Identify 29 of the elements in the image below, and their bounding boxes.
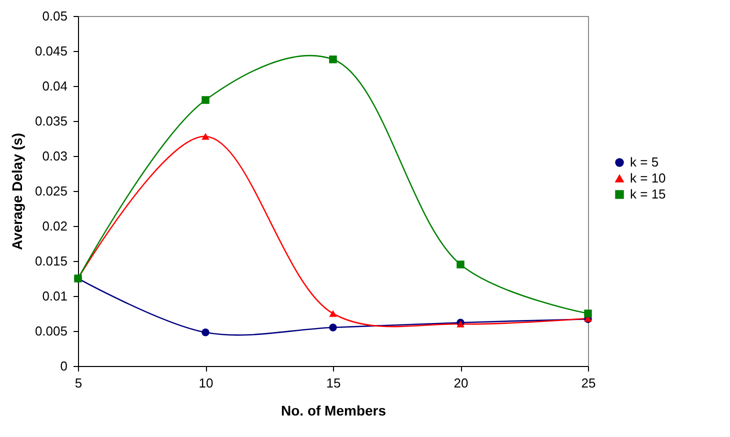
x-tick-label: 10 <box>198 376 214 390</box>
legend-label: k = 15 <box>630 186 666 202</box>
legend-label: k = 5 <box>630 154 659 170</box>
y-tick-label: 0.03 <box>42 148 68 164</box>
y-tick-label: 0.015 <box>34 254 68 268</box>
x-axis-title: No. of Members <box>280 402 386 418</box>
y-tick-label: 0.045 <box>34 44 68 58</box>
y-tick-label: 0.01 <box>42 288 68 304</box>
y-tick-label: 0.02 <box>42 218 68 234</box>
y-tick-label: 0.025 <box>34 184 68 198</box>
y-tick-label: 0.05 <box>42 8 68 24</box>
point <box>456 260 464 268</box>
x-tick-label: 15 <box>326 376 341 390</box>
point <box>584 310 592 318</box>
legend-label: k = 10 <box>630 170 666 186</box>
y-axis-title: Average Delay (s) <box>8 133 25 250</box>
point <box>202 133 210 140</box>
x-tick-label: 20 <box>454 376 468 390</box>
y-tick-label: 0.005 <box>34 324 68 338</box>
point <box>202 96 210 104</box>
point <box>329 56 337 64</box>
x-tick-label: 25 <box>581 376 596 390</box>
y-tick-label: 0 <box>60 358 68 374</box>
point <box>329 310 337 317</box>
point <box>329 324 337 332</box>
x-tick-label: 5 <box>74 376 82 390</box>
y-tick-label: 0.04 <box>42 78 68 94</box>
y-tick-label: 0.035 <box>34 114 68 128</box>
point <box>202 328 210 336</box>
